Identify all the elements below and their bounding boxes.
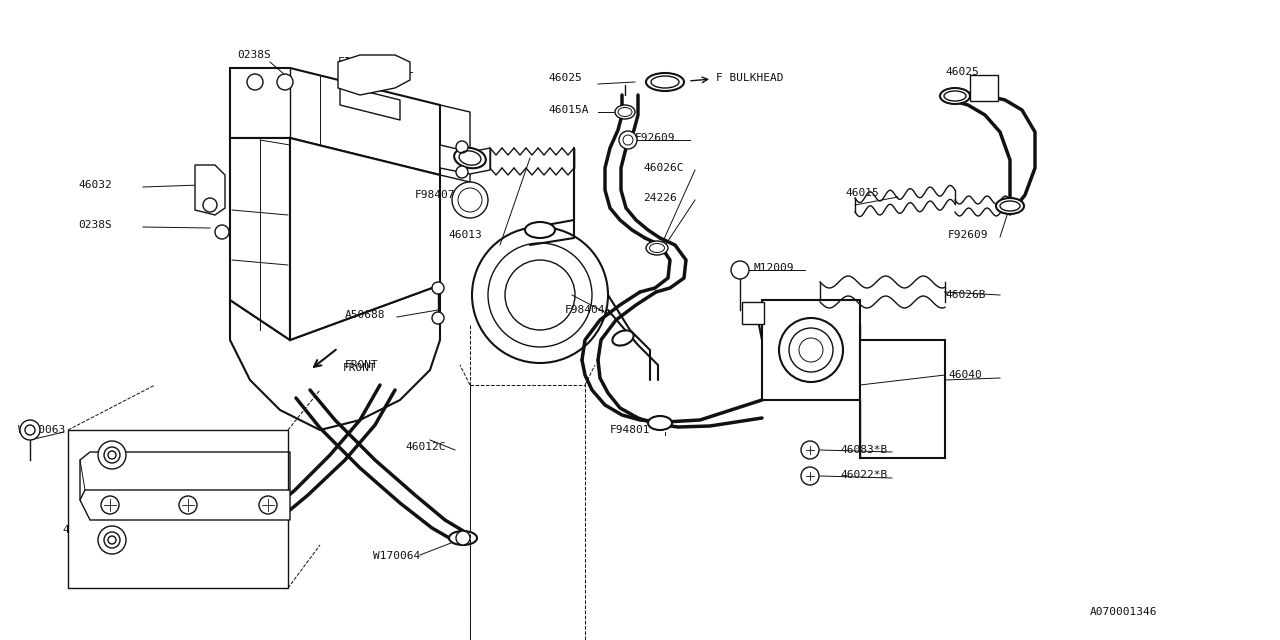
Bar [742, 302, 764, 324]
Circle shape [108, 451, 116, 459]
Polygon shape [291, 138, 440, 340]
Circle shape [456, 166, 468, 178]
Text: 46040: 46040 [948, 370, 982, 380]
Circle shape [801, 467, 819, 485]
Text: F BULKHEAD: F BULKHEAD [716, 73, 783, 83]
Text: W140063: W140063 [18, 425, 65, 435]
Text: 46015A: 46015A [548, 105, 589, 115]
Circle shape [801, 441, 819, 459]
Circle shape [104, 532, 120, 548]
Ellipse shape [648, 416, 672, 430]
Circle shape [179, 496, 197, 514]
Text: A50688: A50688 [346, 310, 385, 320]
Circle shape [620, 131, 637, 149]
Text: F98404: F98404 [564, 305, 605, 315]
Circle shape [20, 420, 40, 440]
Text: 46012C: 46012C [404, 442, 445, 452]
Text: 24226: 24226 [643, 193, 677, 203]
Text: 46012F: 46012F [238, 453, 279, 463]
Circle shape [456, 141, 468, 153]
Ellipse shape [206, 548, 234, 562]
Bar [762, 300, 860, 400]
Bar [970, 75, 998, 101]
Circle shape [212, 548, 227, 562]
Text: FRONT: FRONT [343, 363, 376, 373]
Circle shape [99, 441, 125, 469]
Bar [68, 430, 288, 588]
Text: FRONT: FRONT [346, 360, 379, 370]
Bar [860, 340, 945, 458]
Circle shape [433, 282, 444, 294]
Text: FIG.070-3: FIG.070-3 [338, 57, 399, 67]
Text: 46025: 46025 [945, 67, 979, 77]
Text: F98407: F98407 [415, 190, 456, 200]
Circle shape [780, 318, 844, 382]
Ellipse shape [612, 330, 634, 346]
Circle shape [276, 74, 293, 90]
Circle shape [433, 312, 444, 324]
Text: A070001346: A070001346 [1091, 607, 1157, 617]
Text: F92609: F92609 [635, 133, 676, 143]
Text: A: A [750, 308, 756, 318]
Text: 46026B: 46026B [945, 290, 986, 300]
Circle shape [108, 536, 116, 544]
Text: 46015: 46015 [845, 188, 879, 198]
Circle shape [247, 74, 262, 90]
Polygon shape [195, 165, 225, 215]
Bar [470, 385, 585, 640]
Circle shape [104, 447, 120, 463]
Circle shape [101, 496, 119, 514]
Ellipse shape [996, 198, 1024, 214]
Circle shape [731, 261, 749, 279]
Text: 0238S: 0238S [78, 220, 111, 230]
Ellipse shape [449, 531, 477, 545]
Ellipse shape [454, 148, 486, 168]
Ellipse shape [646, 241, 668, 255]
Ellipse shape [646, 73, 684, 91]
Text: 46026C: 46026C [643, 163, 684, 173]
Text: M12009: M12009 [753, 263, 794, 273]
Polygon shape [230, 138, 291, 340]
Text: F94801: F94801 [611, 425, 650, 435]
Circle shape [215, 225, 229, 239]
Polygon shape [230, 68, 440, 175]
Text: 46013: 46013 [448, 230, 481, 240]
Polygon shape [440, 145, 490, 174]
Ellipse shape [525, 222, 556, 238]
Polygon shape [79, 490, 291, 520]
Text: A: A [980, 81, 988, 95]
Polygon shape [338, 55, 410, 95]
Text: 46032: 46032 [78, 180, 111, 190]
Circle shape [452, 182, 488, 218]
Ellipse shape [614, 105, 635, 119]
Text: 0238S: 0238S [237, 50, 271, 60]
Text: W170064: W170064 [372, 551, 420, 561]
Circle shape [26, 425, 35, 435]
Circle shape [472, 227, 608, 363]
Text: 46025: 46025 [548, 73, 581, 83]
Circle shape [204, 198, 218, 212]
Text: 46022*C: 46022*C [61, 525, 109, 535]
Text: 46083*B: 46083*B [840, 445, 887, 455]
Circle shape [99, 526, 125, 554]
Circle shape [259, 496, 276, 514]
Text: F92609: F92609 [948, 230, 988, 240]
Ellipse shape [940, 88, 970, 104]
Polygon shape [230, 285, 440, 430]
Text: 46022*B: 46022*B [840, 470, 887, 480]
Circle shape [456, 531, 470, 545]
